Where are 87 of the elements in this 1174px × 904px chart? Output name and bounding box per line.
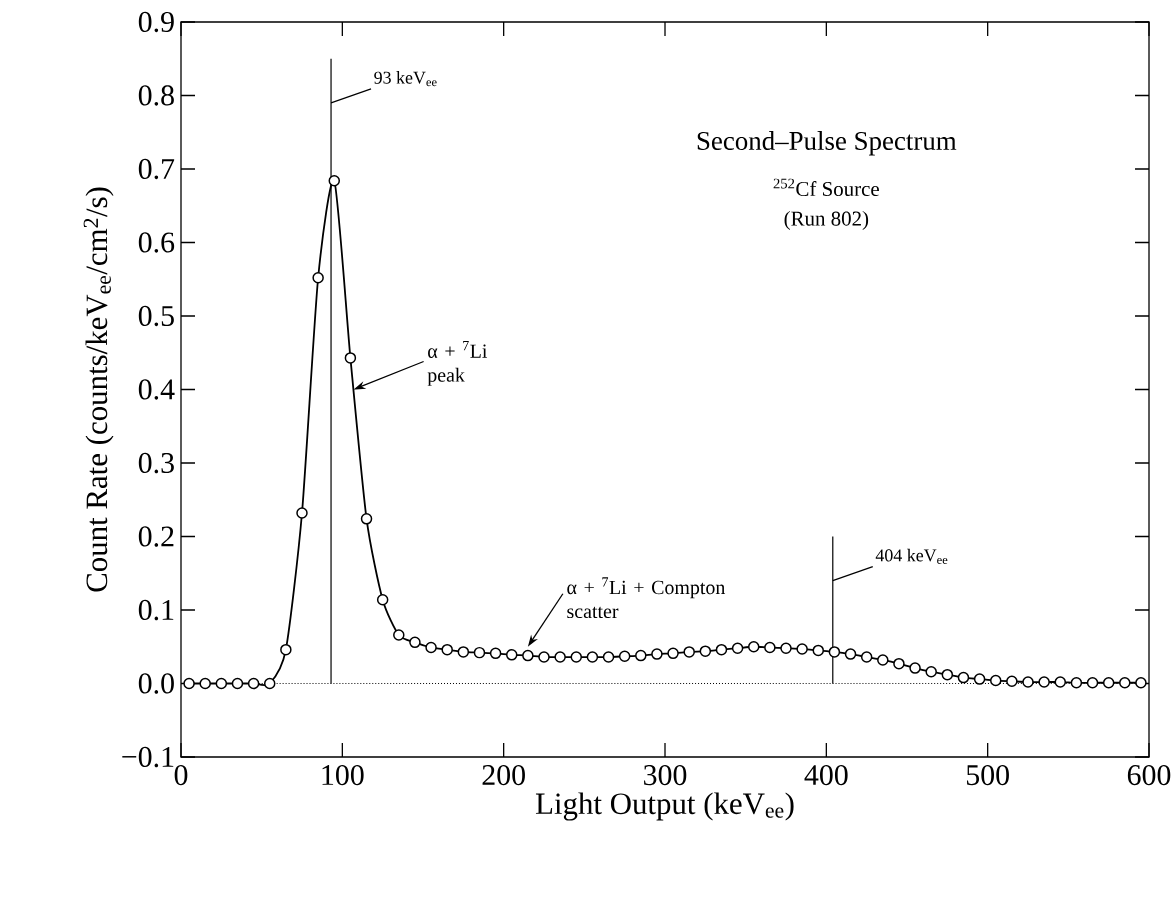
point bbox=[538, 651, 550, 663]
point bbox=[393, 629, 405, 641]
point bbox=[425, 641, 437, 654]
point bbox=[473, 646, 486, 659]
x-tick-label: 400 bbox=[804, 764, 848, 786]
point bbox=[183, 677, 195, 690]
point bbox=[409, 636, 421, 649]
point bbox=[1038, 676, 1050, 688]
point bbox=[860, 651, 873, 663]
point bbox=[247, 677, 260, 690]
point bbox=[231, 677, 244, 690]
y-tick-label: 0.1 bbox=[138, 599, 174, 621]
point bbox=[893, 657, 905, 670]
point bbox=[522, 649, 534, 662]
point bbox=[457, 646, 470, 658]
point bbox=[1022, 676, 1034, 688]
point bbox=[586, 651, 599, 663]
point bbox=[973, 673, 986, 685]
y-tick-label: 0.2 bbox=[138, 526, 174, 547]
annotation: α + $^{7}$Li + Compton scatter bbox=[567, 577, 726, 619]
point bbox=[844, 648, 857, 660]
point bbox=[215, 677, 228, 690]
point bbox=[731, 642, 744, 654]
x-tick-label: 200 bbox=[482, 764, 525, 786]
point bbox=[699, 645, 712, 657]
point bbox=[747, 641, 760, 653]
y-tick-label: 0.7 bbox=[138, 158, 175, 180]
y-tick-label: −0.1 bbox=[122, 746, 174, 768]
annotation: (Run 802) bbox=[784, 210, 869, 230]
point bbox=[1102, 677, 1115, 689]
y-tick-label: 0.4 bbox=[138, 379, 175, 400]
point bbox=[1006, 675, 1018, 688]
point bbox=[280, 643, 292, 656]
point bbox=[570, 651, 583, 663]
point bbox=[796, 643, 808, 655]
point bbox=[651, 648, 663, 660]
point bbox=[715, 643, 728, 656]
point bbox=[957, 671, 970, 684]
point bbox=[941, 668, 954, 681]
point bbox=[489, 647, 502, 660]
point bbox=[828, 646, 841, 658]
x-tick-label: 300 bbox=[644, 764, 687, 786]
point bbox=[296, 507, 308, 519]
annotation: Second–Pulse Spectrum bbox=[697, 131, 957, 156]
point bbox=[764, 641, 776, 654]
y-tick-label: 0.9 bbox=[138, 11, 174, 33]
x-tick-label: 600 bbox=[1127, 764, 1171, 786]
point bbox=[328, 175, 341, 187]
point bbox=[602, 651, 615, 663]
point bbox=[199, 677, 211, 690]
point bbox=[1135, 677, 1147, 689]
y-tick-label: 0.5 bbox=[138, 305, 174, 327]
annotation: α + $^{7}$Li peak bbox=[427, 341, 488, 386]
point bbox=[812, 644, 825, 657]
point bbox=[360, 513, 373, 525]
point bbox=[909, 662, 921, 674]
point bbox=[667, 647, 679, 660]
point bbox=[1086, 677, 1099, 689]
y-axis-title: Count Rate (counts/keV$_{ee}$/cm$^{2}$/s) bbox=[83, 187, 114, 592]
point bbox=[554, 651, 566, 663]
point bbox=[925, 665, 937, 678]
x-axis-title: Light Output (keV$_{ee}$) bbox=[535, 792, 794, 821]
ref-line-label: 93 keV$_{ee}$ bbox=[374, 71, 437, 87]
ref-line-label: 404 keV$_{ee}$ bbox=[875, 548, 948, 564]
point bbox=[780, 642, 792, 654]
annotation: $^{252}$Cf Source bbox=[773, 178, 879, 197]
point bbox=[683, 646, 695, 658]
x-tick-label: 500 bbox=[966, 764, 1009, 786]
point bbox=[989, 674, 1002, 687]
point bbox=[1054, 676, 1067, 688]
point bbox=[877, 654, 889, 666]
x-tick-label: 0 bbox=[174, 764, 188, 786]
y-tick-label: 0.0 bbox=[138, 673, 174, 694]
y-tick-label: 0.6 bbox=[138, 232, 175, 253]
point bbox=[1070, 677, 1083, 689]
point bbox=[505, 649, 518, 661]
point bbox=[635, 649, 647, 662]
point bbox=[376, 593, 389, 606]
point bbox=[263, 677, 276, 690]
point bbox=[1119, 677, 1131, 689]
y-tick-label: 0.3 bbox=[138, 452, 174, 474]
point bbox=[441, 643, 453, 656]
x-tick-label: 100 bbox=[322, 764, 364, 786]
y-tick-label: 0.8 bbox=[138, 85, 174, 106]
point bbox=[618, 650, 631, 663]
point bbox=[312, 272, 324, 284]
point bbox=[344, 352, 357, 364]
